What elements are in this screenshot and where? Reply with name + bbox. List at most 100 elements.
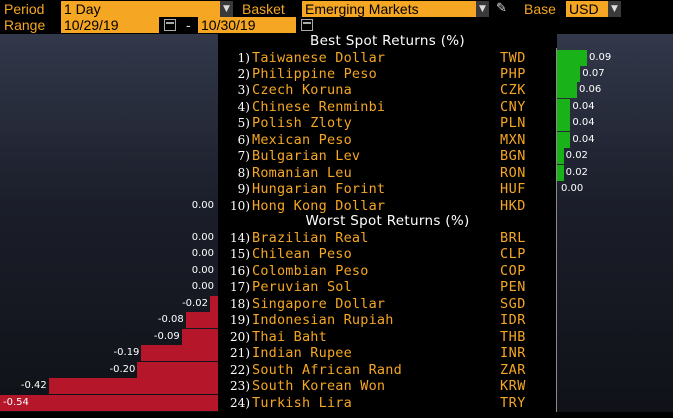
period-dropdown-icon[interactable]: ▼ xyxy=(220,1,233,17)
currency-code: CNY xyxy=(500,98,526,115)
basket-dropdown-icon[interactable]: ▼ xyxy=(476,1,489,17)
table-row[interactable]: 1) Taiwanese Dollar TWD 0.09 xyxy=(0,49,673,67)
rank-number: 9) xyxy=(237,182,250,197)
calendar-icon[interactable] xyxy=(301,19,313,31)
rank-number: 3) xyxy=(237,83,250,98)
currency-code: HUF xyxy=(500,181,526,198)
base-dropdown-icon[interactable]: ▼ xyxy=(608,1,621,17)
table-row[interactable]: 4) Chinese Renminbi CNY 0.04 xyxy=(0,98,673,116)
currency-name: Bulgarian Lev xyxy=(252,148,361,165)
rank-number: 7) xyxy=(237,149,250,164)
return-value-label: 0.00 xyxy=(561,183,584,195)
currency-code: PLN xyxy=(500,115,526,132)
table-row[interactable]: 19) Indonesian Rupiah IDR -0.08 xyxy=(0,312,673,329)
currency-name: Czech Koruna xyxy=(252,82,352,99)
table-row[interactable]: 17) Peruvian Sol PEN 0.00 xyxy=(0,279,673,296)
rank-number: 6) xyxy=(237,132,250,147)
rank-number: 17) xyxy=(230,280,250,295)
table-row[interactable]: 24) Turkish Lira TRY -0.54 xyxy=(0,394,673,412)
return-bar xyxy=(557,131,571,148)
currency-code: MXN xyxy=(500,131,526,148)
return-value-label: 0.06 xyxy=(578,84,602,96)
table-row[interactable]: 8) Romanian Leu RON 0.02 xyxy=(0,164,673,182)
return-bar xyxy=(557,82,577,99)
return-value-label: 0.00 xyxy=(191,199,214,211)
return-value-label: 0.02 xyxy=(565,150,588,162)
table-row[interactable]: 16) Colombian Peso COP 0.00 xyxy=(0,263,673,280)
rank-number: 21) xyxy=(230,346,250,361)
currency-code: SGD xyxy=(500,295,526,312)
rank-number: 8) xyxy=(237,165,250,180)
basket-select[interactable]: Emerging Markets xyxy=(302,1,476,17)
rank-number: 2) xyxy=(237,66,250,81)
calendar-icon[interactable] xyxy=(164,19,176,31)
return-bar xyxy=(137,361,218,378)
return-bar xyxy=(557,65,581,82)
best-returns-heading: Best Spot Returns (%) xyxy=(310,33,465,49)
currency-name: Taiwanese Dollar xyxy=(252,49,386,66)
currency-name: Philippine Peso xyxy=(252,65,377,82)
currency-name: Peruvian Sol xyxy=(252,279,352,296)
range-end-input[interactable]: 10/30/19 xyxy=(198,17,296,33)
currency-code: COP xyxy=(500,262,526,279)
currency-name: Hong Kong Dollar xyxy=(252,197,386,214)
currency-code: ZAR xyxy=(500,361,526,378)
range-label: Range xyxy=(4,17,46,33)
currency-name: Brazilian Real xyxy=(252,230,369,246)
table-row[interactable]: 3) Czech Koruna CZK 0.06 xyxy=(0,82,673,99)
rank-number: 18) xyxy=(230,296,250,311)
currency-code: THB xyxy=(500,328,526,345)
currency-code: CZK xyxy=(500,82,526,99)
table-row[interactable]: 20) Thai Baht THB -0.09 xyxy=(0,328,673,346)
rank-number: 1) xyxy=(237,50,250,65)
range-start-input[interactable]: 10/29/19 xyxy=(61,17,159,33)
currency-code: PEN xyxy=(500,279,526,296)
table-row[interactable]: 21) Indian Rupee INR -0.19 xyxy=(0,345,673,362)
return-value-label: 0.04 xyxy=(572,133,595,145)
table-row[interactable]: 22) South African Rand ZAR -0.20 xyxy=(0,361,673,379)
return-value-label: -0.02 xyxy=(182,297,208,309)
pencil-icon[interactable]: ✎ xyxy=(496,1,507,16)
table-row[interactable]: 15) Chilean Peso CLP 0.00 xyxy=(0,246,673,263)
return-value-label: 0.00 xyxy=(191,264,214,276)
currency-name: Colombian Peso xyxy=(252,262,369,279)
currency-name: South African Rand xyxy=(252,361,402,378)
return-value-label: -0.19 xyxy=(113,347,140,359)
return-value-label: 0.09 xyxy=(588,51,612,63)
currency-name: Romanian Leu xyxy=(252,164,352,181)
table-row[interactable]: 23) South Korean Won KRW -0.42 xyxy=(0,378,673,395)
table-row[interactable]: 6) Mexican Peso MXN 0.04 xyxy=(0,131,673,149)
rank-number: 16) xyxy=(230,263,250,278)
table-row[interactable]: 2) Philippine Peso PHP 0.07 xyxy=(0,65,673,83)
table-row[interactable]: 7) Bulgarian Lev BGN 0.02 xyxy=(0,148,673,165)
return-value-label: -0.42 xyxy=(20,380,47,392)
currency-code: PHP xyxy=(500,65,526,82)
return-bar xyxy=(557,98,571,115)
table-row[interactable]: 18) Singapore Dollar SGD -0.02 xyxy=(0,295,673,313)
table-row[interactable]: 9) Hungarian Forint HUF 0.00 xyxy=(0,181,673,198)
return-bar xyxy=(48,378,218,395)
currency-code: TWD xyxy=(500,49,526,66)
rank-number: 19) xyxy=(230,313,250,328)
currency-code: BGN xyxy=(500,148,526,165)
base-currency-select[interactable]: USD xyxy=(566,1,608,17)
table-row[interactable]: 14) Brazilian Real BRL 0.00 xyxy=(0,230,673,247)
period-select[interactable]: 1 Day xyxy=(61,1,220,17)
currency-name: Chilean Peso xyxy=(252,246,352,263)
return-value-label: -0.08 xyxy=(157,314,184,326)
return-value-label: 0.04 xyxy=(572,117,595,129)
table-row[interactable]: 5) Polish Zloty PLN 0.04 xyxy=(0,115,673,132)
return-value-label: 0.00 xyxy=(191,281,214,293)
zero-axis-line xyxy=(556,48,557,412)
table-row[interactable]: 10) Hong Kong Dollar HKD 0.00 xyxy=(0,198,673,215)
rank-number: 23) xyxy=(230,379,250,394)
rank-number: 20) xyxy=(230,329,250,344)
base-label: Base xyxy=(524,1,556,17)
return-bar xyxy=(141,345,218,362)
range-separator: - xyxy=(186,17,191,33)
rank-number: 5) xyxy=(237,116,250,131)
basket-label: Basket xyxy=(242,1,285,17)
currency-code: CLP xyxy=(500,246,526,263)
worst-returns-heading: Worst Spot Returns (%) xyxy=(305,213,470,229)
currency-code: KRW xyxy=(500,378,526,395)
